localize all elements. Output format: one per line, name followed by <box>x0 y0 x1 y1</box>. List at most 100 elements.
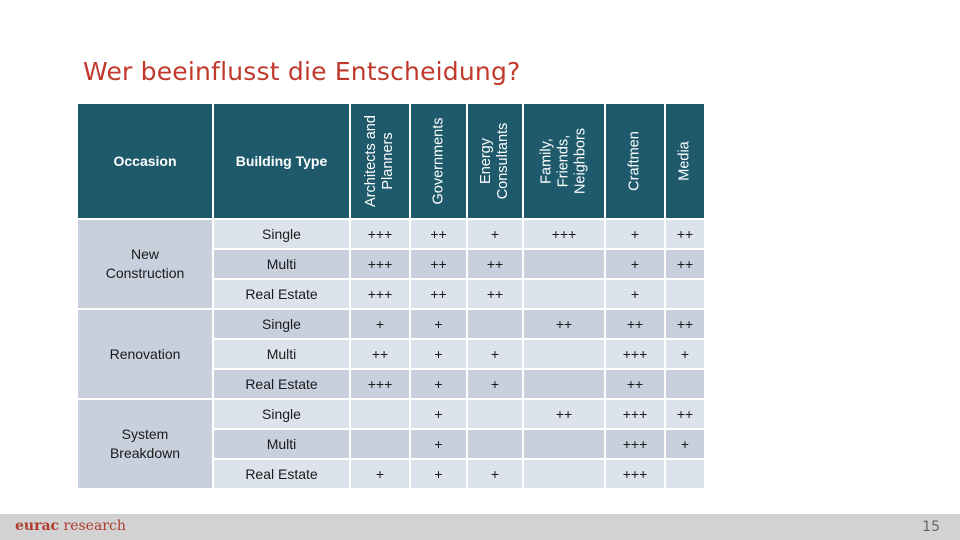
table-row: Multi ++ + + +++ + <box>77 338 706 370</box>
building-type-cell: Single <box>212 398 351 430</box>
rating-cell-architects: ++ <box>349 338 411 370</box>
header-building-type: Building Type <box>212 102 351 220</box>
rating-cell-family <box>522 428 606 460</box>
rating-cell-family <box>522 368 606 400</box>
occasion-label-line: Renovation <box>109 345 181 362</box>
rating-cell-family: ++ <box>522 398 606 430</box>
rating-cell-media <box>664 458 706 490</box>
header-architects: Architects and Planners <box>349 102 411 220</box>
header-media: Media <box>664 102 706 220</box>
header-label-line: Governments <box>430 117 446 205</box>
building-type-cell: Multi <box>212 338 351 370</box>
rating-cell-architects: + <box>349 308 411 340</box>
header-label-line: Craftmen <box>626 131 643 191</box>
rating-cell-energy: ++ <box>466 248 524 280</box>
rating-cell-governments: + <box>409 368 468 400</box>
rating-cell-media: + <box>664 338 706 370</box>
table-row: System Breakdown Single + ++ +++ ++ <box>76 398 706 490</box>
rating-cell-craftmen: ++ <box>604 368 666 400</box>
rating-cell-governments: ++ <box>409 278 468 310</box>
table-row: Real Estate +++ ++ ++ + <box>77 278 706 310</box>
rating-cell-media: ++ <box>664 308 706 340</box>
eurac-research-logo: eurac research <box>15 518 126 534</box>
rating-cell-governments: ++ <box>409 218 468 250</box>
influence-matrix: Occasion Building Type Architects and Pla… <box>76 102 706 490</box>
header-energy-consultants: Energy Consultants <box>466 102 524 220</box>
header-row: Occasion Building Type Architects and Pla… <box>76 102 706 220</box>
occasion-cell: Renovation <box>76 308 214 400</box>
page-number: 15 <box>922 519 940 535</box>
rating-cell-media: ++ <box>664 398 706 430</box>
rating-cell-energy: ++ <box>466 278 524 310</box>
slide-title: Wer beeinflusst die Entscheidung? <box>83 57 521 86</box>
rating-cell-energy <box>466 428 524 460</box>
rating-cell-energy <box>466 308 524 340</box>
header-label-line: Architects and <box>363 115 379 207</box>
header-craftmen: Craftmen <box>604 102 666 220</box>
rating-cell-media: + <box>664 428 706 460</box>
rating-cell-craftmen: +++ <box>604 428 666 460</box>
occasion-label-line: System <box>121 426 169 442</box>
rating-cell-craftmen: + <box>604 248 666 280</box>
rating-cell-architects: +++ <box>349 218 411 250</box>
building-type-cell: Real Estate <box>212 278 351 310</box>
rating-cell-family <box>522 248 606 280</box>
building-type-cell: Single <box>212 218 351 250</box>
header-label-line: Consultants <box>495 122 511 200</box>
rating-cell-energy: + <box>466 338 524 370</box>
rating-cell-media: ++ <box>664 218 706 250</box>
rating-cell-family: +++ <box>522 218 606 250</box>
rating-cell-craftmen: ++ <box>604 308 666 340</box>
header-label-line: Friends, <box>555 134 572 188</box>
rating-cell-craftmen: +++ <box>604 338 666 370</box>
rating-cell-energy: + <box>466 458 524 490</box>
rating-cell-governments: + <box>409 398 468 430</box>
table-row: Multi + +++ + <box>77 428 706 460</box>
header-label-line: Planners <box>380 132 396 190</box>
rating-cell-governments: + <box>409 338 468 370</box>
rating-cell-governments: + <box>409 428 468 460</box>
table-row: Renovation Single + + ++ ++ ++ <box>76 308 706 400</box>
rating-cell-governments: + <box>409 308 468 340</box>
rating-cell-energy <box>466 398 524 430</box>
rating-cell-media <box>664 278 706 310</box>
occasion-label-line: New <box>130 246 159 262</box>
building-type-cell: Single <box>212 308 351 340</box>
occasion-cell: New Construction <box>76 218 214 310</box>
table-row: Multi +++ ++ ++ + ++ <box>77 248 706 280</box>
rating-cell-family <box>522 458 606 490</box>
building-type-cell: Real Estate <box>212 458 351 490</box>
rating-cell-energy: + <box>466 218 524 250</box>
rating-cell-media <box>664 368 706 400</box>
occasion-cell: System Breakdown <box>76 398 214 490</box>
building-type-cell: Multi <box>212 428 351 460</box>
rating-cell-architects: + <box>349 458 411 490</box>
rating-cell-architects: +++ <box>349 248 411 280</box>
occasion-label-line: Breakdown <box>109 445 181 461</box>
table-row: New Construction Single +++ ++ + +++ + ++ <box>76 218 706 310</box>
rating-cell-craftmen: +++ <box>604 458 666 490</box>
rating-cell-architects <box>349 428 411 460</box>
header-label-line: Energy <box>478 138 494 184</box>
rating-cell-craftmen: + <box>604 218 666 250</box>
header-label-line: Family, <box>538 138 555 184</box>
rating-cell-energy: + <box>466 368 524 400</box>
footer-bar: eurac research 15 <box>0 514 960 540</box>
rating-cell-architects <box>349 398 411 430</box>
header-family: Family, Friends, Neighbors <box>522 102 606 220</box>
rating-cell-architects: +++ <box>349 368 411 400</box>
rating-cell-family <box>522 278 606 310</box>
building-type-cell: Real Estate <box>212 368 351 400</box>
rating-cell-family <box>522 338 606 370</box>
building-type-cell: Multi <box>212 248 351 280</box>
table-row: Real Estate + + + +++ <box>77 458 706 490</box>
rating-cell-governments: ++ <box>409 248 468 280</box>
rating-cell-family: ++ <box>522 308 606 340</box>
header-label-line: Media <box>676 141 693 181</box>
rating-cell-craftmen: + <box>604 278 666 310</box>
rating-cell-architects: +++ <box>349 278 411 310</box>
occasion-label-line: Construction <box>105 265 185 281</box>
table-row: Real Estate +++ + + ++ <box>77 368 706 400</box>
header-occasion: Occasion <box>76 102 214 220</box>
header-governments: Governments <box>409 102 468 220</box>
